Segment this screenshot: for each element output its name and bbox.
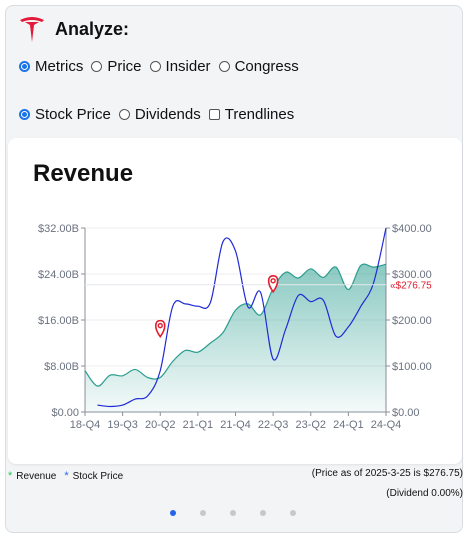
radio-metrics[interactable] [19,61,30,72]
x-tick-label: 24-Q4 [371,419,402,431]
option-insider[interactable]: Insider [149,58,211,75]
x-tick-label: 24-Q1 [333,419,364,431]
y-left-tick-label: $8.00B [44,361,79,373]
y-right-tick-label: $200.00 [392,315,432,327]
tesla-logo-icon [20,17,44,42]
page-title: Analyze: [55,18,130,39]
y-left-tick-label: $24.00B [38,269,79,281]
option-stock-price[interactable]: Stock Price [19,106,111,123]
y-right-tick-label: $0.00 [392,407,420,419]
legend-item-stock-price: * Stock Price [64,470,123,482]
radio-insider[interactable] [149,61,161,72]
dividend-note: (Dividend 0.00%) [386,488,463,499]
option-stock-price-label: Stock Price [35,106,111,123]
current-price-label: «$276.75 [390,281,432,292]
x-tick-label: 21-Q1 [183,419,214,431]
legend-revenue-marker: * [8,470,13,482]
option-insider-label: Insider [165,58,211,75]
y-right-tick-label: $300.00 [392,269,432,281]
y-right-tick-label: $100.00 [392,361,432,373]
page-dot-1[interactable] [170,510,176,516]
chart-legend: * Revenue * Stock Price [8,470,131,482]
event-marker-icon [267,274,279,294]
x-tick-label: 22-Q3 [258,419,289,431]
revenue-area [85,264,386,412]
x-tick-label: 21-Q4 [220,419,251,431]
y-left-tick-label: $32.00B [38,223,79,235]
page-dot-4[interactable] [260,510,266,516]
stock-price-line [97,227,387,408]
checkbox-trendlines[interactable] [208,109,220,120]
legend-stock-price-marker: * [64,470,69,482]
chart-title: Revenue [33,160,134,187]
page-dot-2[interactable] [200,510,206,516]
option-dividends-label: Dividends [134,106,201,123]
pagination-dots [170,510,320,516]
panel-header: Analyze: [17,14,129,44]
option-metrics[interactable]: Metrics [19,58,83,75]
y-left-tick-label: $0.00 [51,407,79,419]
x-tick-label: 19-Q3 [107,419,138,431]
radio-price[interactable] [91,61,103,72]
x-tick-label: 20-Q2 [145,419,176,431]
x-tick-label: 23-Q2 [295,419,326,431]
option-dividends[interactable]: Dividends [118,106,201,123]
revenue-line [84,263,387,387]
option-price[interactable]: Price [91,58,142,75]
option-congress[interactable]: Congress [218,58,299,75]
legend-revenue-label: Revenue [16,470,57,482]
price-note: (Price as of 2025-3-25 is $276.75) [311,468,463,479]
option-price-label: Price [107,58,142,75]
event-marker-icon [154,319,166,338]
chart-card: Revenue $0.00 $8.00B $16.00B $24.00B $32.00B… [8,138,462,464]
radio-dividends[interactable] [118,109,130,120]
radio-stock-price[interactable] [19,109,30,120]
legend-item-revenue: * Revenue [8,470,56,482]
option-trendlines-label: Trendlines [224,106,295,123]
page-dot-5[interactable] [290,510,296,516]
y-right-tick-label: $400.00 [392,223,432,235]
chart-options: Stock Price Dividends Trendlines [19,106,302,123]
page-dot-3[interactable] [230,510,236,516]
option-trendlines[interactable]: Trendlines [208,106,295,123]
view-options: Metrics Price Insider Congress [19,58,307,75]
option-metrics-label: Metrics [35,58,84,75]
y-left-tick-label: $16.00B [38,315,79,327]
option-congress-label: Congress [234,58,299,75]
legend-stock-price-label: Stock Price [72,470,124,482]
revenue-chart: $0.00 $8.00B $16.00B $24.00B $32.00B $0.00 $10… [38,223,432,431]
radio-congress[interactable] [218,61,230,72]
x-tick-label: 18-Q4 [70,419,101,431]
